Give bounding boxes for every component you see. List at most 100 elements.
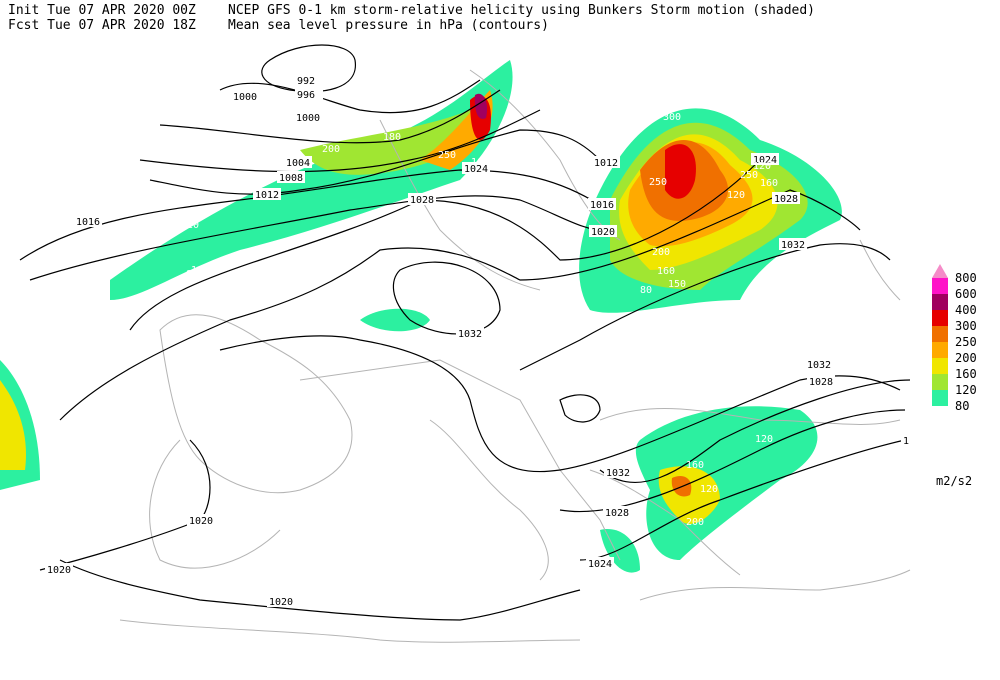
contour-label-bg: [603, 506, 631, 518]
contour-label: 1016: [590, 200, 614, 211]
contour-label: 1028: [605, 508, 629, 519]
shaded-area: [0, 380, 26, 470]
legend-unit: m2/s2: [936, 474, 972, 488]
contour-label-bg: [751, 153, 779, 165]
shading-label: 120: [700, 484, 718, 495]
contour-label-bg: [901, 434, 929, 446]
contour-label-bg: [408, 193, 436, 205]
shading-label: 160: [686, 460, 704, 471]
fcst-time: Fcst Tue 07 APR 2020 18Z: [8, 18, 196, 33]
contour-label-bg: [456, 327, 484, 339]
shading-label: 250: [438, 150, 456, 161]
contour-label-bg: [231, 90, 259, 102]
legend-label: 80: [955, 399, 969, 413]
contour-label-bg: [604, 466, 632, 478]
contour-labels: 9929961000100010041008100810121012101610…: [45, 74, 929, 608]
legend-label: 600: [955, 287, 977, 301]
contour-label-bg: [589, 225, 617, 237]
coastlines: [119, 69, 911, 643]
contour-label-bg: [267, 595, 295, 607]
legend-label: 400: [955, 303, 977, 317]
contour-label: 1004: [286, 158, 310, 169]
shading-label: 80: [186, 269, 198, 280]
contour-label: 1020: [591, 227, 615, 238]
contour-label: 1008: [279, 173, 303, 184]
shading-label: 300: [663, 112, 681, 123]
shading-label: 160: [471, 157, 489, 168]
legend-label: 300: [955, 319, 977, 333]
contour-label-bg: [45, 563, 73, 575]
contour-label-bg: [295, 88, 323, 100]
shading-label: 80: [640, 285, 652, 296]
contour-label: 1032: [807, 360, 831, 371]
contour-label: 1032: [606, 468, 630, 479]
contour-label: 1024: [464, 164, 488, 175]
contour-label-bg: [295, 74, 323, 86]
shading-label: 120: [360, 122, 378, 133]
shaded-area: [665, 144, 696, 199]
legend-swatch: [932, 390, 948, 406]
contour-label: 1000: [233, 92, 257, 103]
shading-label: 120: [498, 157, 516, 168]
legend-label: 160: [955, 367, 977, 381]
contour-label-bg: [588, 198, 616, 210]
shading-label: 120: [753, 161, 771, 172]
contour-label-bg: [277, 171, 305, 183]
shading-label: 180: [137, 236, 155, 247]
contour-label-bg: [586, 557, 614, 569]
contour-label: 1020: [269, 597, 293, 608]
shading-label: 160: [760, 178, 778, 189]
shading-label: 80: [785, 487, 797, 498]
contour-label: 1016: [76, 217, 100, 228]
contour-label-bg: [807, 375, 835, 387]
contour-label-bg: [187, 514, 215, 526]
contour-label-bg: [779, 238, 807, 250]
contour-label: 1028: [809, 377, 833, 388]
shading-label: 200: [686, 517, 704, 528]
shading-label: 160: [657, 266, 675, 277]
contour-label-bg: [592, 156, 620, 168]
contour-label: 1020: [189, 516, 213, 527]
contour-label-bg: [294, 111, 322, 123]
legend-label: 120: [955, 383, 977, 397]
shading-label: 120: [727, 190, 745, 201]
contour-label: 1000: [296, 113, 320, 124]
shaded-area: [360, 308, 430, 332]
legend-swatch: [932, 294, 948, 310]
shading-label: 120: [762, 282, 780, 293]
contour-label: 1012: [594, 158, 618, 169]
field-subtitle: Mean sea level pressure in hPa (contours…: [228, 18, 549, 33]
contour-label-bg: [253, 188, 281, 200]
contour-label-bg: [74, 215, 102, 227]
legend-swatch: [932, 374, 948, 390]
legend-triangle: [932, 264, 948, 278]
contour-label-bg: [462, 162, 490, 174]
legend-swatch: [932, 342, 948, 358]
init-time: Init Tue 07 APR 2020 00Z: [8, 3, 196, 18]
contour-label: 992: [297, 76, 315, 87]
pressure-contours: [19, 44, 911, 621]
legend: m2/s2 800 600 400 300 250 200 160 120 80: [932, 264, 977, 488]
shading-label: 100: [191, 265, 209, 276]
contour-label: 1: [903, 436, 909, 447]
shading-label: 160: [641, 110, 659, 121]
contour-label-bg: [772, 192, 800, 204]
legend-label: 250: [955, 335, 977, 349]
map: 9929961000100010041008100810121012101610…: [0, 44, 929, 643]
field-title: NCEP GFS 0-1 km storm-relative helicity …: [228, 3, 815, 18]
shading-label: 150: [668, 279, 686, 290]
legend-swatch: [932, 326, 948, 342]
contour-label: 1028: [774, 194, 798, 205]
legend-swatch: [932, 358, 948, 374]
contour-label: 996: [297, 90, 315, 101]
contour-label: 1028: [410, 195, 434, 206]
contour-label: 1012: [255, 190, 279, 201]
shading-label: 200: [652, 247, 670, 258]
shading-label: 180: [383, 132, 401, 143]
contour-label: 1032: [458, 329, 482, 340]
contour-label-bg: [284, 156, 312, 168]
legend-swatch: [932, 278, 948, 294]
shading-label: 120: [181, 220, 199, 231]
